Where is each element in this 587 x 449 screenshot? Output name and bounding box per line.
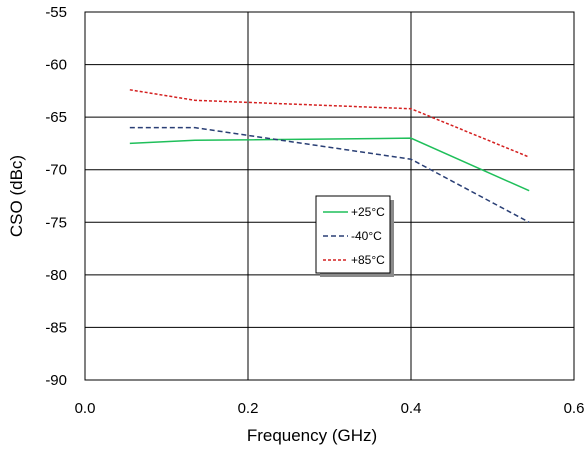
plot-border xyxy=(84,11,575,381)
y-tick-label: -90 xyxy=(45,372,67,389)
legend-label: +85°C xyxy=(351,253,385,267)
legend-label: -40°C xyxy=(351,229,382,243)
legend: +25°C -40°C +85°C xyxy=(315,195,394,277)
x-tick-label: 0.0 xyxy=(75,400,96,417)
series-line-2 xyxy=(129,126,530,223)
x-axis-label: Frequency (GHz) xyxy=(247,426,377,445)
y-tick-label: -75 xyxy=(45,214,67,231)
series-line-1 xyxy=(129,137,530,192)
x-tick-label: 0.4 xyxy=(401,400,422,417)
x-tick-label: 0.6 xyxy=(564,400,585,417)
y-tick-label: -55 xyxy=(45,4,67,21)
x-tick-label: 0.2 xyxy=(238,400,259,417)
y-tick-labels: -55 -60 -65 -70 -75 -80 -85 -90 xyxy=(45,4,67,389)
y-tick-label: -85 xyxy=(45,319,67,336)
y-tick-label: -70 xyxy=(45,162,67,179)
series-layer xyxy=(129,89,530,223)
series-line-3 xyxy=(129,89,530,158)
x-tick-labels: 0.0 0.2 0.4 0.6 xyxy=(75,400,585,417)
y-axis-label: CSO (dBc) xyxy=(7,155,26,237)
y-tick-label: -80 xyxy=(45,267,67,284)
y-tick-label: -60 xyxy=(45,57,67,74)
legend-label: +25°C xyxy=(351,205,385,219)
y-tick-label: -65 xyxy=(45,109,67,126)
